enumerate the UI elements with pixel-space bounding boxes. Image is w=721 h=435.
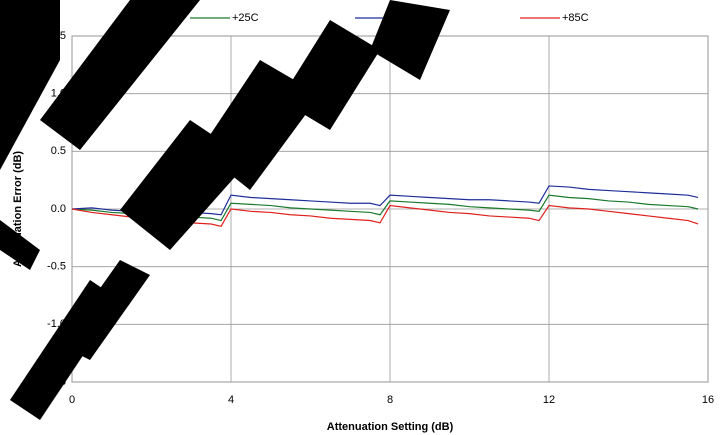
x-tick-label: 0 bbox=[69, 394, 75, 406]
y-tick-label: -1.5 bbox=[47, 376, 66, 388]
legend-label: +25C bbox=[232, 12, 259, 24]
legend-label: -40C bbox=[397, 12, 421, 24]
x-tick-label: 16 bbox=[702, 394, 714, 406]
x-tick-label: 12 bbox=[543, 394, 555, 406]
y-tick-label: -1.0 bbox=[47, 318, 66, 330]
y-tick-label: 0.5 bbox=[51, 145, 66, 157]
x-tick-label: 4 bbox=[228, 394, 234, 406]
y-tick-label: 1.0 bbox=[51, 88, 66, 100]
y-tick-label: 1.5 bbox=[51, 30, 66, 42]
x-axis-title: Attenuation Setting (dB) bbox=[327, 421, 454, 433]
y-tick-label: 0.0 bbox=[51, 203, 66, 215]
y-axis-title: Attenuation Error (dB) bbox=[12, 151, 24, 267]
legend-label: +85C bbox=[562, 12, 589, 24]
x-tick-label: 8 bbox=[387, 394, 393, 406]
y-tick-label: -0.5 bbox=[47, 261, 66, 273]
